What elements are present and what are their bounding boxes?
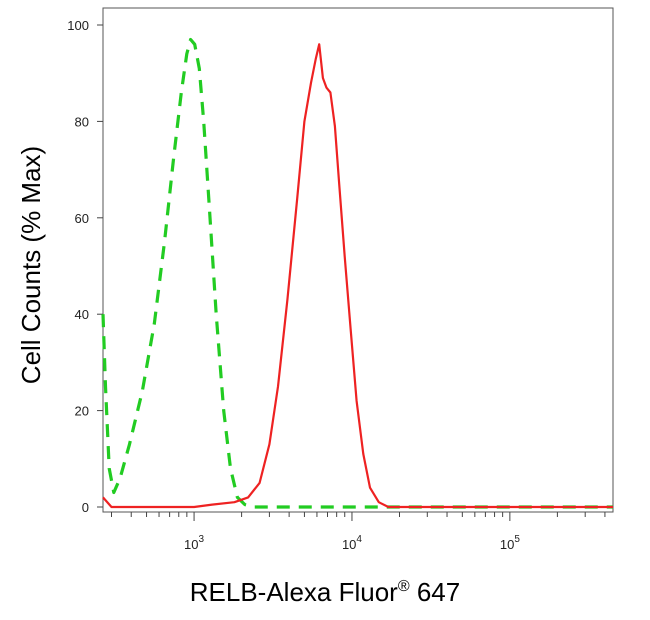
relb-histogram-line	[102, 43, 613, 509]
y-tick-label: 40	[75, 307, 89, 322]
x-axis-title-suffix: 647	[410, 577, 461, 607]
series-layer	[101, 37, 613, 509]
x-axis-title-main: RELB-Alexa Fluor	[190, 577, 398, 607]
x-axis-title: RELB-Alexa Fluor® 647	[190, 577, 460, 607]
y-tick-label: 0	[82, 500, 89, 515]
y-tick-label: 60	[75, 211, 89, 226]
y-axis-title: Cell Counts (% Max)	[16, 146, 46, 384]
x-tick-label: 104	[342, 534, 362, 552]
y-tick-label: 20	[75, 404, 89, 419]
y-axis: 0 20 40 60 80 100	[67, 18, 103, 515]
control-histogram-line	[101, 37, 613, 509]
x-axis: 103 104 105	[111, 512, 606, 552]
x-tick-label: 103	[184, 534, 204, 552]
x-axis-title-registered-mark: ®	[398, 578, 410, 595]
x-tick-label: 105	[500, 534, 520, 552]
plot-frame	[102, 7, 614, 513]
y-tick-label: 100	[67, 18, 89, 33]
y-tick-label: 80	[75, 114, 89, 129]
